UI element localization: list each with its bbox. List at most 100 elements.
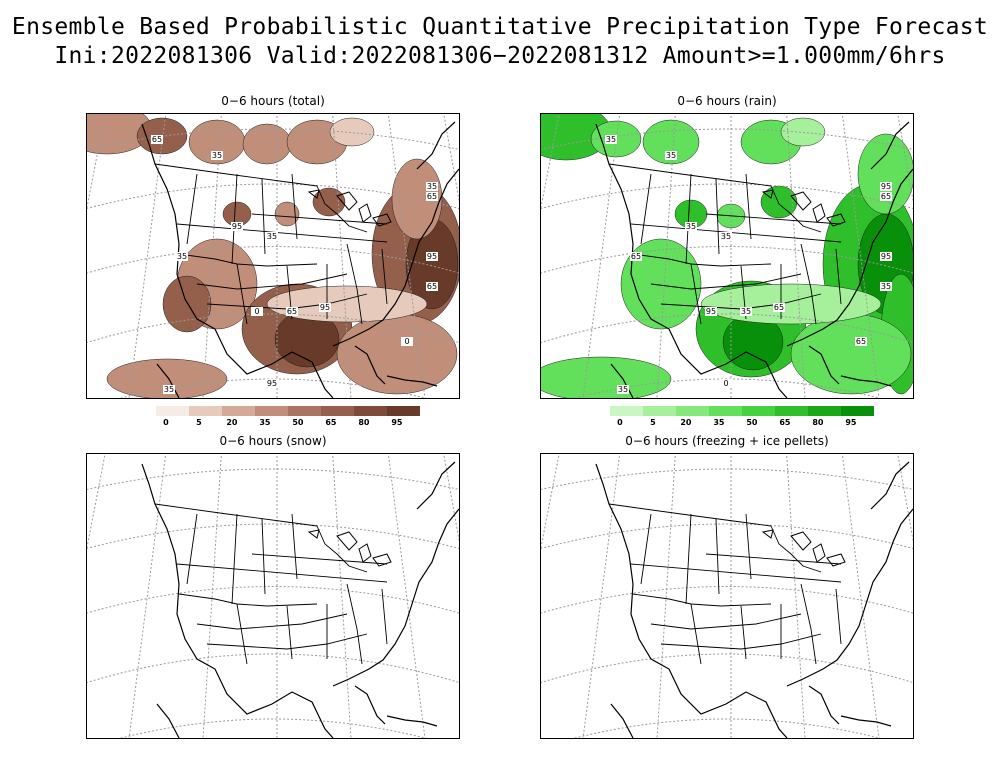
contour-label: 0 xyxy=(404,337,409,346)
colorbar-swatch xyxy=(156,406,189,416)
contour-label-bg xyxy=(319,303,331,312)
contour-label: 35 xyxy=(666,151,676,160)
colorbar-swatch xyxy=(354,406,387,416)
state-borders xyxy=(608,503,842,665)
colorbar-tick-label: 0 xyxy=(163,418,169,427)
contour-label: 35 xyxy=(606,135,616,144)
probability-contour xyxy=(274,201,300,227)
contour-label-bg xyxy=(685,222,697,231)
contour-label-bg xyxy=(211,151,223,160)
contour-label: 35 xyxy=(741,307,751,316)
colorbar-swatch xyxy=(255,406,288,416)
probability-contour xyxy=(242,123,292,165)
contour-label: 35 xyxy=(427,182,437,191)
contour-label-bg xyxy=(880,282,892,291)
contour-label: 35 xyxy=(212,151,222,160)
contour-label: 65 xyxy=(774,303,784,312)
colorbar-labels-total: 0 5 20 35 50 65 80 95 xyxy=(156,418,420,430)
colorbar-swatch xyxy=(288,406,321,416)
colorbar-tick-label: 65 xyxy=(779,418,791,427)
probability-contour xyxy=(266,285,428,323)
map-freezing xyxy=(541,454,913,738)
contour-label-bg xyxy=(720,379,732,388)
state-borders xyxy=(154,503,388,665)
probability-contour xyxy=(642,119,700,165)
contour-label-bg xyxy=(855,337,867,346)
probability-fill xyxy=(87,114,459,398)
colorbar-swatch xyxy=(643,406,676,416)
contour-label: 65 xyxy=(152,135,162,144)
probability-contour xyxy=(700,283,882,325)
contour-label-bg xyxy=(740,307,752,316)
figure-title: Ensemble Based Probabilistic Quantitativ… xyxy=(11,14,989,40)
colorbar-tick-label: 65 xyxy=(325,418,337,427)
contour-label: 95 xyxy=(881,182,891,191)
colorbar-tick-label: 5 xyxy=(650,418,656,427)
graticule xyxy=(541,114,913,398)
contour-label-bg xyxy=(266,232,278,241)
contour-label-bg xyxy=(426,252,438,261)
coastlines xyxy=(141,121,459,398)
colorbar-tick-label: 0 xyxy=(617,418,623,427)
colorbar-swatch xyxy=(189,406,222,416)
contour-label-bg xyxy=(880,192,892,201)
contour-label-bg xyxy=(630,252,642,261)
contour-label: 65 xyxy=(427,282,437,291)
contour-label: 65 xyxy=(427,192,437,201)
state-borders xyxy=(154,163,388,325)
panel-title-rain: 0−6 hours (rain) xyxy=(677,94,777,108)
contour-label-bg xyxy=(605,135,617,144)
contour-label: 95 xyxy=(320,303,330,312)
contour-label: 65 xyxy=(856,337,866,346)
contour-label: 35 xyxy=(618,385,628,394)
contour-label-bg xyxy=(665,151,677,160)
probability-fill xyxy=(541,114,913,398)
colorbar-swatch xyxy=(610,406,643,416)
contour-label: 95 xyxy=(881,252,891,261)
colorbar-tick-label: 80 xyxy=(358,418,370,427)
probability-contour xyxy=(336,313,458,395)
contour-label: 95 xyxy=(232,222,242,231)
colorbar-rain xyxy=(610,406,874,416)
coastlines xyxy=(595,121,913,398)
contour-label: 35 xyxy=(881,282,891,291)
coastlines xyxy=(595,461,913,738)
contour-label: 65 xyxy=(287,307,297,316)
panel-title-freezing: 0−6 hours (freezing + ice pellets) xyxy=(625,434,829,448)
contour-label-bg xyxy=(163,385,175,394)
great-lakes xyxy=(307,529,392,567)
contour-label: 95 xyxy=(267,379,277,388)
contour-label-bg xyxy=(231,222,243,231)
colorbar-tick-label: 50 xyxy=(292,418,304,427)
coastlines xyxy=(141,461,459,738)
contour-label: 65 xyxy=(881,192,891,201)
contour-label: 35 xyxy=(721,232,731,241)
colorbar-tick-label: 95 xyxy=(845,418,857,427)
contour-label: 0 xyxy=(723,379,728,388)
colorbar-swatch xyxy=(222,406,255,416)
colorbar-tick-label: 20 xyxy=(226,418,238,427)
colorbar-swatch xyxy=(676,406,709,416)
map-panel-total: 65 35 95 35 35 0 65 95 35 65 95 65 0 95 35 xyxy=(86,113,460,399)
great-lakes xyxy=(307,189,392,227)
great-lakes xyxy=(761,529,846,567)
contour-label-bg xyxy=(617,385,629,394)
contour-label: 35 xyxy=(267,232,277,241)
graticule xyxy=(87,454,459,738)
colorbar-labels-rain: 0 5 20 35 50 65 80 95 xyxy=(610,418,874,430)
contour-label: 0 xyxy=(254,307,259,316)
probability-contour xyxy=(857,133,913,215)
colorbar-swatch xyxy=(808,406,841,416)
contour-label-bg xyxy=(426,192,438,201)
colorbar-swatch xyxy=(742,406,775,416)
colorbar-swatch xyxy=(321,406,354,416)
map-panel-snow xyxy=(86,453,460,739)
probability-contour xyxy=(790,313,912,395)
map-panel-freezing xyxy=(540,453,914,739)
panel-title-snow: 0−6 hours (snow) xyxy=(219,434,327,448)
probability-contour xyxy=(329,117,375,147)
contour-label-bg xyxy=(176,252,188,261)
colorbar-tick-label: 20 xyxy=(680,418,692,427)
contour-label-bg xyxy=(286,307,298,316)
